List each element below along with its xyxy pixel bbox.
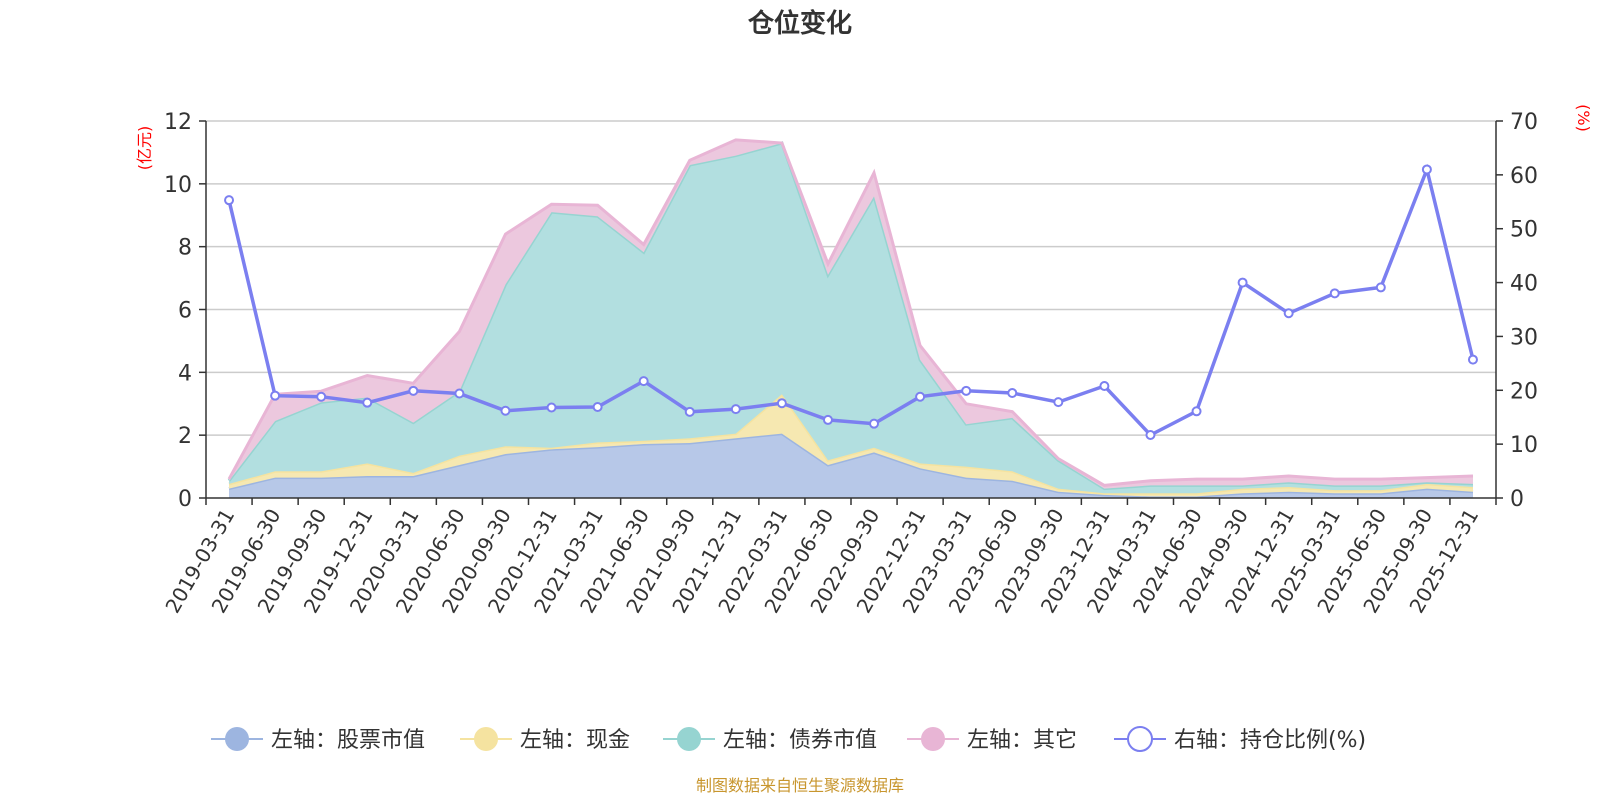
ratio-point [730,404,741,415]
left-tick-label: 4 [178,361,192,386]
left-tick-label: 12 [164,110,192,135]
area-fill-0 [229,433,1473,498]
ratio-point [1053,397,1064,408]
ratio-point [224,195,235,206]
ratio-point [500,405,511,416]
right-tick-label: 60 [1510,164,1538,189]
ratio-point [1007,387,1018,398]
ratio-point [869,418,880,429]
chart-title: 仓位变化 [747,8,852,39]
right-tick-label: 0 [1510,487,1524,512]
legend-marker [677,727,701,751]
legend-item: 右轴：持仓比例(%) [1114,726,1366,753]
ratio-point [638,376,649,387]
legend-item: 左轴：股票市值 [211,727,425,753]
ratio-point [546,402,557,413]
ratio-point [1375,282,1386,293]
left-tick-label: 6 [178,299,192,324]
legend: 左轴：股票市值 左轴：现金 左轴：债券市值 左轴：其它 右轴：持仓比例(%) [211,726,1366,753]
left-axis-unit: (亿元) [135,126,154,171]
legend-marker [474,727,498,751]
source-note: 制图数据来自恒生聚源数据库 [696,776,904,795]
right-tick-label: 30 [1510,325,1538,350]
legend-marker [1127,726,1153,752]
left-tick-label: 8 [178,236,192,261]
right-tick-label: 10 [1510,433,1538,458]
area-fill-3 [229,139,1473,489]
legend-marker [921,727,945,751]
legend-label: 左轴：其它 [967,728,1077,753]
ratio-point [1237,277,1248,288]
area-line-0 [228,432,1474,498]
ratio-point [454,388,465,399]
ratio-point [408,385,419,396]
right-axis-unit: (%) [1574,104,1593,132]
left-tick-label: 10 [164,173,192,198]
ratio-point [592,401,603,412]
legend-item: 左轴：现金 [460,727,630,753]
ratio-point [915,391,926,402]
ratio-point [1421,164,1432,175]
legend-label: 右轴：持仓比例(%) [1174,728,1366,753]
right-tick-label: 50 [1510,218,1538,243]
ratio-point [1191,406,1202,417]
ratio-point [1329,288,1340,299]
ratio-point [822,414,833,425]
ratio-point [1145,429,1156,440]
legend-label: 左轴：股票市值 [271,728,425,753]
line-series [224,163,1478,440]
legend-item: 左轴：其它 [907,727,1077,753]
legend-item: 左轴：债券市值 [663,727,877,753]
area-fill-2 [229,143,1473,494]
right-tick-label: 40 [1510,272,1538,297]
ratio-point [684,406,695,417]
left-tick-label: 0 [178,487,192,512]
left-tick-label: 2 [178,424,192,449]
right-tick-label: 70 [1510,110,1538,135]
legend-label: 左轴：现金 [520,728,630,753]
legend-label: 左轴：债券市值 [723,728,877,753]
ratio-point [1099,380,1110,391]
ratio-line [227,163,1475,438]
ratio-point [270,390,281,401]
ratio-point [1467,354,1478,365]
ratio-point [362,397,373,408]
ratio-point [316,391,327,402]
legend-marker [225,727,249,751]
ratio-point [1283,308,1294,319]
ratio-point [776,398,787,409]
right-tick-label: 20 [1510,379,1538,404]
area-line-3 [227,138,1474,487]
ratio-point [961,385,972,396]
area-series [227,138,1474,498]
